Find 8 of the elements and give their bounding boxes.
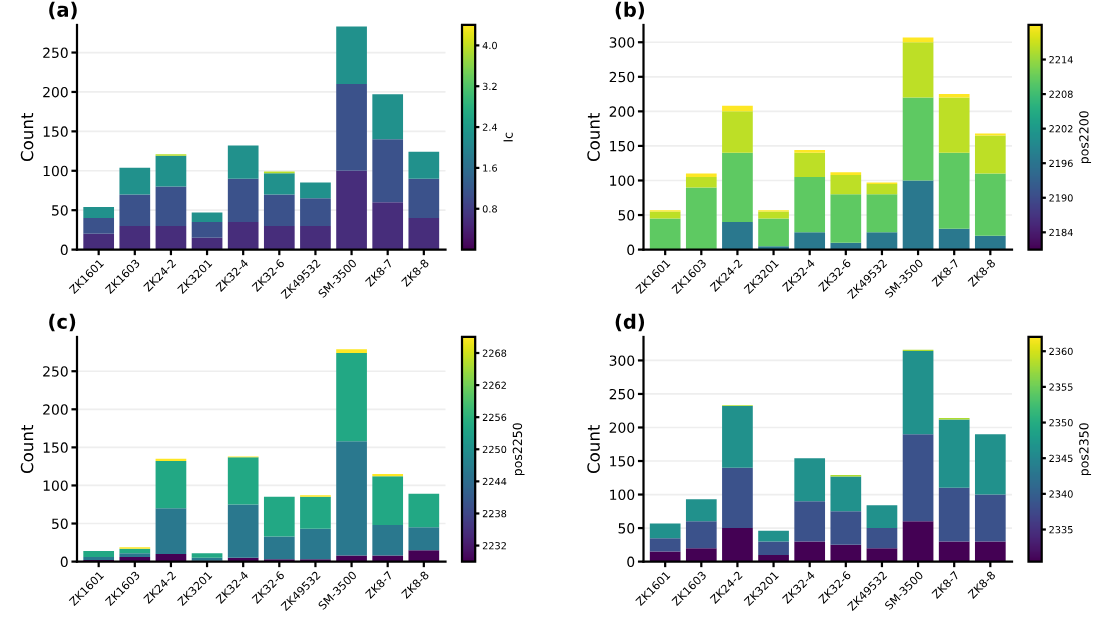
y-axis-title: Count: [20, 112, 34, 162]
chart-title: (a): [49, 1, 77, 20]
y-axis-title: Count: [20, 424, 34, 474]
y-axis-title: Count: [587, 112, 600, 162]
y-axis-title: Count: [587, 424, 600, 474]
chart-title: (d): [615, 313, 645, 332]
chart-title: (b): [615, 1, 645, 20]
chart-title: (c): [49, 313, 76, 332]
